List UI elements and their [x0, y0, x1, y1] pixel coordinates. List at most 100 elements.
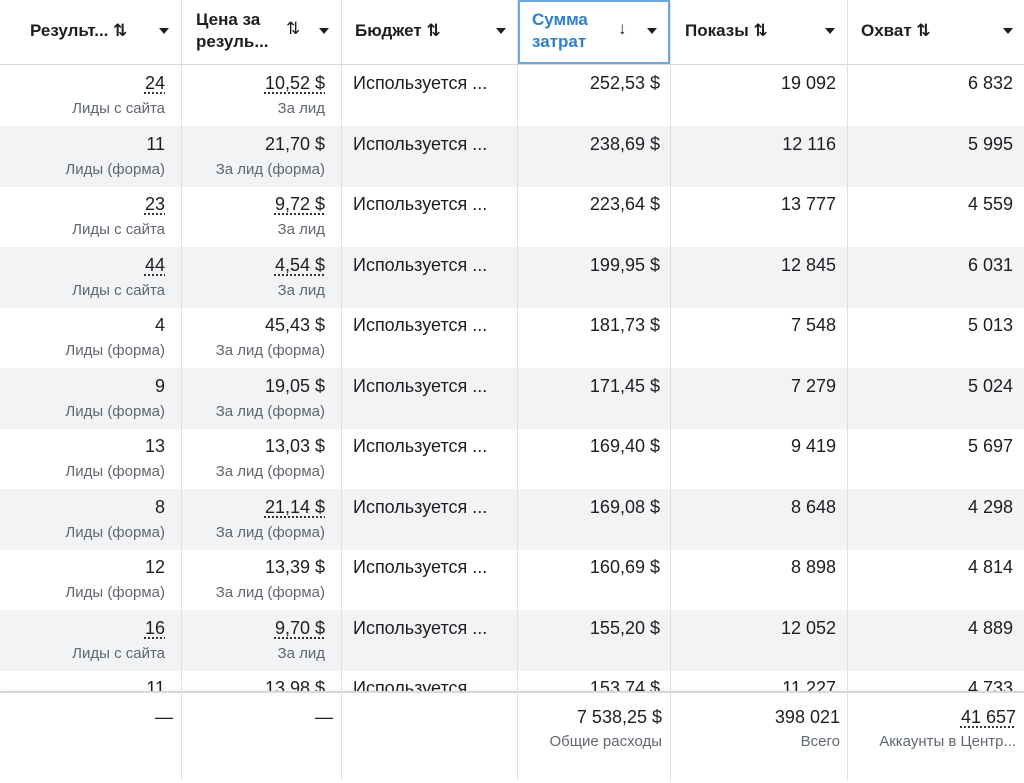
cost-value: 21,70 $: [264, 133, 325, 154]
column-header-reach[interactable]: Охват ⇅: [848, 0, 1024, 64]
cell-reach: 4 889: [848, 610, 1024, 671]
reach-value: 4 814: [967, 557, 1013, 577]
cost-value[interactable]: 21,14 $: [264, 496, 325, 517]
table-row[interactable]: 4 Лиды (форма) 45,43 $ За лид (форма) Исполь…: [0, 307, 1024, 368]
cost-value[interactable]: 10,52 $: [264, 73, 325, 93]
cell-budget: Используется ...: [342, 368, 517, 429]
budget-value: Используется ...: [353, 133, 488, 154]
results-value: 9: [154, 375, 165, 396]
sort-arrows-icon[interactable]: ⇅: [753, 21, 768, 40]
cost-value[interactable]: 4,54 $: [274, 254, 325, 275]
sort-arrows-icon[interactable]: ⇅: [426, 21, 441, 40]
total-results: —: [155, 707, 173, 727]
reach-value: 5 995: [967, 133, 1013, 154]
total-impressions-label: Всего: [800, 733, 840, 750]
cell-budget: Используется ...: [342, 65, 517, 126]
impressions-value: 7 279: [790, 375, 836, 396]
column-divider[interactable]: [670, 0, 671, 781]
chevron-down-icon[interactable]: [159, 28, 169, 34]
cell-budget: Используется ...: [342, 610, 517, 671]
table-row[interactable]: 44 Лиды с сайта 4,54 $ За лид Используется .…: [0, 246, 1024, 308]
table-row[interactable]: 9 Лиды (форма) 19,05 $ За лид (форма) Исполь…: [0, 367, 1024, 429]
sort-arrows-icon[interactable]: ⇅: [916, 21, 931, 40]
cost-value[interactable]: 9,72 $: [274, 194, 325, 214]
chevron-down-icon[interactable]: [1003, 28, 1013, 34]
cell-cost-per-result: 13,98 $: [182, 670, 341, 691]
results-value[interactable]: 24: [144, 73, 165, 93]
cell-cost-per-result: 9,70 $ За лид: [182, 610, 341, 671]
column-header-impressions[interactable]: Показы ⇅: [671, 0, 847, 64]
cell-amount-spent: 238,69 $: [518, 126, 670, 187]
budget-value: Используется ...: [353, 557, 488, 577]
cost-type: За лид: [277, 281, 325, 299]
cell-budget: Используется ...: [342, 126, 517, 187]
column-header-amount-spent[interactable]: Сумма затрат ↓: [518, 0, 670, 64]
reach-value: 4 733: [967, 678, 1013, 691]
amount-spent-value: 153,74 $: [589, 678, 660, 691]
table-row[interactable]: 16 Лиды с сайта 9,70 $ За лид Используется .…: [0, 609, 1024, 671]
cell-cost-per-result: 4,54 $ За лид: [182, 247, 341, 308]
amount-spent-value: 169,40 $: [589, 436, 660, 456]
results-value[interactable]: 16: [144, 617, 165, 638]
table-row[interactable]: 13 Лиды (форма) 13,03 $ За лид (форма) Испол…: [0, 428, 1024, 489]
sort-desc-icon[interactable]: ↓: [618, 19, 627, 38]
impressions-value: 19 092: [780, 73, 836, 93]
cell-amount-spent: 199,95 $: [518, 247, 670, 308]
results-value[interactable]: 44: [144, 254, 165, 275]
amount-spent-value: 160,69 $: [589, 557, 660, 577]
cell-cost-per-result: 45,43 $ За лид (форма): [182, 307, 341, 368]
table-row[interactable]: 11 Лиды (форма) 21,70 $ За лид (форма) Испол…: [0, 125, 1024, 187]
cell-impressions: 8 898: [671, 549, 847, 610]
results-value[interactable]: 23: [144, 194, 165, 214]
cell-results: 4 Лиды (форма): [0, 307, 181, 368]
table-row[interactable]: 23 Лиды с сайта 9,72 $ За лид Используется .…: [0, 186, 1024, 247]
column-header-budget[interactable]: Бюджет ⇅: [342, 0, 517, 64]
budget-value: Используется ...: [353, 436, 488, 456]
cost-type: За лид (форма): [215, 523, 325, 541]
sort-arrows-icon[interactable]: ⇅: [113, 21, 128, 40]
cell-cost-per-result: 21,14 $ За лид (форма): [182, 489, 341, 550]
column-header-label: Бюджет ⇅: [355, 21, 441, 40]
column-divider[interactable]: [847, 0, 848, 781]
column-divider[interactable]: [181, 0, 182, 781]
results-value: 11: [146, 133, 165, 154]
budget-value: Используется ...: [353, 73, 488, 93]
table-row[interactable]: 12 Лиды (форма) 13,39 $ За лид (форма) Испол…: [0, 549, 1024, 610]
reach-value: 5 024: [967, 375, 1013, 396]
sort-arrows-icon[interactable]: ⇅: [286, 19, 301, 38]
cell-reach: 5 995: [848, 126, 1024, 187]
cell-results: 11 Лиды (форма): [0, 126, 181, 187]
cost-type: За лид: [277, 644, 325, 662]
column-header-cost-per-result[interactable]: Цена за резуль... ⇅: [182, 0, 341, 64]
impressions-value: 11 227: [782, 678, 836, 691]
table-row[interactable]: 11 13,98 $ Используется 153,74 $ 11 227 4 733: [0, 670, 1024, 691]
cost-value[interactable]: 9,70 $: [274, 617, 325, 638]
column-header-results[interactable]: Результ... ⇅: [0, 0, 181, 64]
budget-value: Используется ...: [353, 496, 488, 517]
column-divider[interactable]: [341, 0, 342, 781]
chevron-down-icon[interactable]: [825, 28, 835, 34]
cell-results: 44 Лиды с сайта: [0, 247, 181, 308]
column-divider[interactable]: [517, 0, 518, 781]
reach-value: 4 298: [967, 496, 1013, 517]
cell-impressions: 7 279: [671, 368, 847, 429]
cost-type: За лид (форма): [215, 402, 325, 420]
table-row[interactable]: 24 Лиды с сайта 10,52 $ За лид Используется …: [0, 65, 1024, 126]
impressions-value: 8 648: [790, 496, 836, 517]
total-impressions: 398 021: [774, 707, 840, 727]
cell-amount-spent: 169,40 $: [518, 428, 670, 489]
cell-cost-per-result: 13,39 $ За лид (форма): [182, 549, 341, 610]
results-type: Лиды (форма): [65, 402, 165, 420]
chevron-down-icon[interactable]: [319, 28, 329, 34]
chevron-down-icon[interactable]: [647, 28, 657, 34]
cell-reach: 4 559: [848, 186, 1024, 247]
cell-budget: Используется ...: [342, 428, 517, 489]
chevron-down-icon[interactable]: [496, 28, 506, 34]
total-reach[interactable]: 41 657: [960, 707, 1016, 727]
reach-value: 6 832: [967, 73, 1013, 93]
table-row[interactable]: 8 Лиды (форма) 21,14 $ За лид (форма) Исполь…: [0, 488, 1024, 550]
cell-results: 23 Лиды с сайта: [0, 186, 181, 247]
results-value: 12: [144, 557, 165, 577]
budget-value: Используется ...: [353, 254, 488, 275]
impressions-value: 8 898: [790, 557, 836, 577]
